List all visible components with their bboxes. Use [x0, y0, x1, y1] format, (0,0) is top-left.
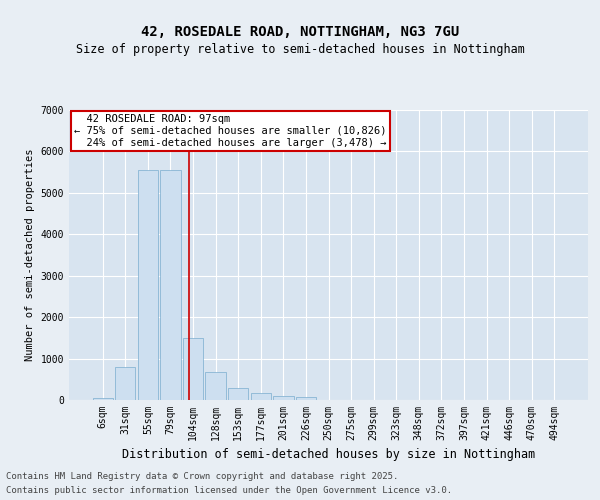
- X-axis label: Distribution of semi-detached houses by size in Nottingham: Distribution of semi-detached houses by …: [122, 448, 535, 462]
- Bar: [251, 394, 271, 400]
- Bar: [115, 367, 136, 400]
- Text: Contains HM Land Registry data © Crown copyright and database right 2025.: Contains HM Land Registry data © Crown c…: [6, 472, 398, 481]
- Text: 42 ROSEDALE ROAD: 97sqm
← 75% of semi-detached houses are smaller (10,826)
  24%: 42 ROSEDALE ROAD: 97sqm ← 75% of semi-de…: [74, 114, 386, 148]
- Bar: [160, 170, 181, 400]
- Bar: [183, 338, 203, 400]
- Bar: [138, 170, 158, 400]
- Text: 42, ROSEDALE ROAD, NOTTINGHAM, NG3 7GU: 42, ROSEDALE ROAD, NOTTINGHAM, NG3 7GU: [141, 26, 459, 40]
- Bar: [296, 397, 316, 400]
- Bar: [92, 398, 113, 400]
- Bar: [205, 372, 226, 400]
- Text: Contains public sector information licensed under the Open Government Licence v3: Contains public sector information licen…: [6, 486, 452, 495]
- Bar: [273, 396, 293, 400]
- Bar: [228, 388, 248, 400]
- Text: Size of property relative to semi-detached houses in Nottingham: Size of property relative to semi-detach…: [76, 44, 524, 57]
- Y-axis label: Number of semi-detached properties: Number of semi-detached properties: [25, 149, 35, 361]
